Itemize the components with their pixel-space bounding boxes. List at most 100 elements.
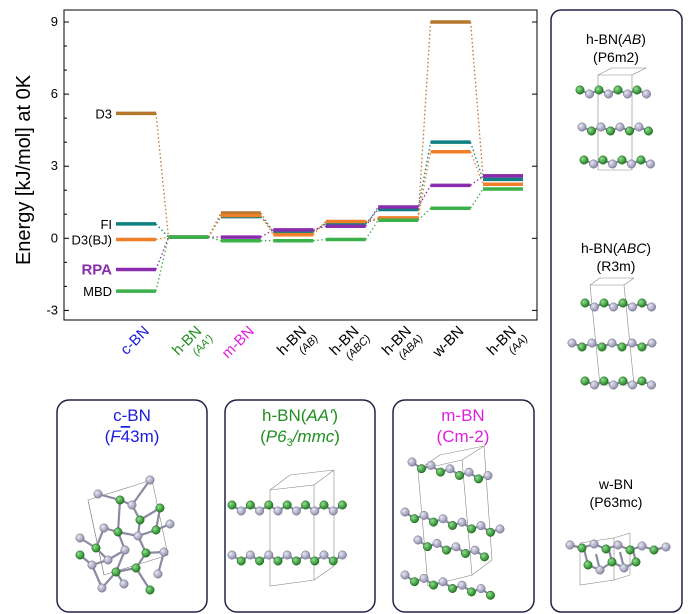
boron-atom (236, 556, 246, 566)
hbn-ab-group: (P6m2) (593, 49, 639, 65)
boron-atom (580, 376, 590, 386)
unit-cell-edge (289, 469, 335, 476)
boron-atom (273, 556, 283, 566)
boron-atom (583, 560, 593, 570)
boron-atom (618, 376, 628, 386)
nitrogen-atom (400, 507, 410, 517)
boron-atom (245, 500, 255, 510)
y-tick-label: 0 (51, 230, 58, 245)
boron-atom (91, 543, 101, 553)
nitrogen-atom (661, 542, 671, 552)
connector-d3 (469, 21, 484, 176)
nitrogen-atom (145, 475, 155, 485)
connector-rpa (417, 185, 432, 208)
nitrogen-atom (337, 550, 347, 560)
hbn-aa-panel (224, 399, 376, 613)
boron-atom (282, 500, 292, 510)
unit-cell-edge (269, 484, 315, 587)
mbn-group: (Cm-2) (437, 427, 490, 446)
nitrogen-atom (613, 540, 623, 550)
hbn-abc-structure: h-BN(ABC) (R3m) (567, 240, 657, 390)
boron-atom (227, 500, 237, 510)
nitrogen-atom (273, 506, 283, 516)
boron-atom (135, 515, 145, 525)
x-label-main: m-BN (219, 323, 258, 362)
unit-cell-edge (439, 445, 485, 456)
x-category-label: h-BN(ABA) (379, 323, 426, 362)
cbn-group: (F43m) (105, 427, 160, 446)
nitrogen-atom (310, 506, 320, 516)
nitrogen-atom (615, 122, 625, 132)
unit-cell-edge (483, 445, 493, 561)
level-connectors (155, 21, 484, 292)
boron-atom (264, 500, 274, 510)
boron-atom (417, 464, 426, 474)
boron-atom (594, 85, 604, 95)
unit-cell-edge (313, 469, 335, 486)
nitrogen-atom (127, 500, 137, 510)
nitrogen-atom (589, 539, 599, 549)
boron-atom (442, 545, 451, 555)
series-label-d3(bj): D3(BJ) (72, 232, 112, 247)
boron-atom (617, 342, 627, 352)
nitrogen-atom (438, 577, 448, 587)
nitrogen-atom (457, 580, 467, 590)
unit-cell-edge (631, 67, 647, 76)
nitrogen-atom (457, 517, 467, 527)
nitrogen-atom (587, 338, 597, 348)
boron-atom (111, 567, 121, 577)
connector-d3(bj) (260, 215, 274, 236)
connector-d3(bj) (469, 151, 484, 185)
nitrogen-atom (133, 531, 143, 541)
boron-atom (461, 549, 470, 558)
boron-atom (155, 503, 165, 513)
nitrogen-atom (585, 89, 594, 99)
boron-atom (141, 548, 151, 558)
boron-atom (625, 126, 634, 136)
plot-frame (63, 9, 538, 321)
unit-cell-edge (613, 574, 631, 581)
nitrogen-atom (590, 380, 599, 390)
hbn-ab-structure: h-BN(AB) (P6m2) (575, 31, 655, 171)
nitrogen-atom (634, 122, 644, 132)
nitrogen-atom (407, 457, 417, 467)
nitrogen-atom (647, 338, 657, 348)
boron-atom (255, 556, 265, 566)
nitrogen-atom (153, 569, 163, 579)
x-category-label: h-BN(ABC) (326, 323, 373, 363)
x-category-label: h-BN(AB) (274, 323, 321, 359)
boron-atom (632, 85, 642, 95)
bond (116, 499, 122, 533)
boron-atom (597, 342, 607, 352)
nitrogen-atom (609, 302, 618, 312)
series-label-rpa: RPA (81, 262, 112, 279)
nitrogen-atom (438, 514, 448, 524)
unit-cell-edge (597, 67, 613, 76)
boron-atom (579, 155, 589, 165)
nitrogen-atom (291, 506, 301, 516)
nitrogen-atom (607, 338, 617, 348)
nitrogen-atom (400, 570, 410, 580)
nitrogen-atom (623, 89, 632, 99)
connector-mbd (470, 188, 484, 209)
boron-atom (113, 527, 123, 537)
nitrogen-atom (647, 302, 656, 312)
boron-atom (577, 342, 587, 352)
unit-cell-edge (613, 532, 631, 539)
nitrogen-atom (589, 159, 598, 169)
boron-atom (637, 376, 647, 386)
x-label-main: c-BN (117, 323, 153, 359)
nitrogen-atom (245, 550, 255, 560)
x-category-label: h-BN(AA') (169, 323, 216, 359)
nitrogen-atom (165, 519, 175, 529)
boron-atom (410, 577, 419, 587)
boron-atom (617, 155, 627, 165)
x-category-label: m-BN (219, 323, 258, 362)
boron-atom (467, 587, 476, 597)
connector-d3 (312, 222, 327, 233)
boron-atom (474, 474, 483, 484)
hbn-aa-title: h-BN(AA') (262, 406, 338, 425)
boron-atom (423, 542, 432, 552)
nitrogen-atom (413, 535, 423, 545)
